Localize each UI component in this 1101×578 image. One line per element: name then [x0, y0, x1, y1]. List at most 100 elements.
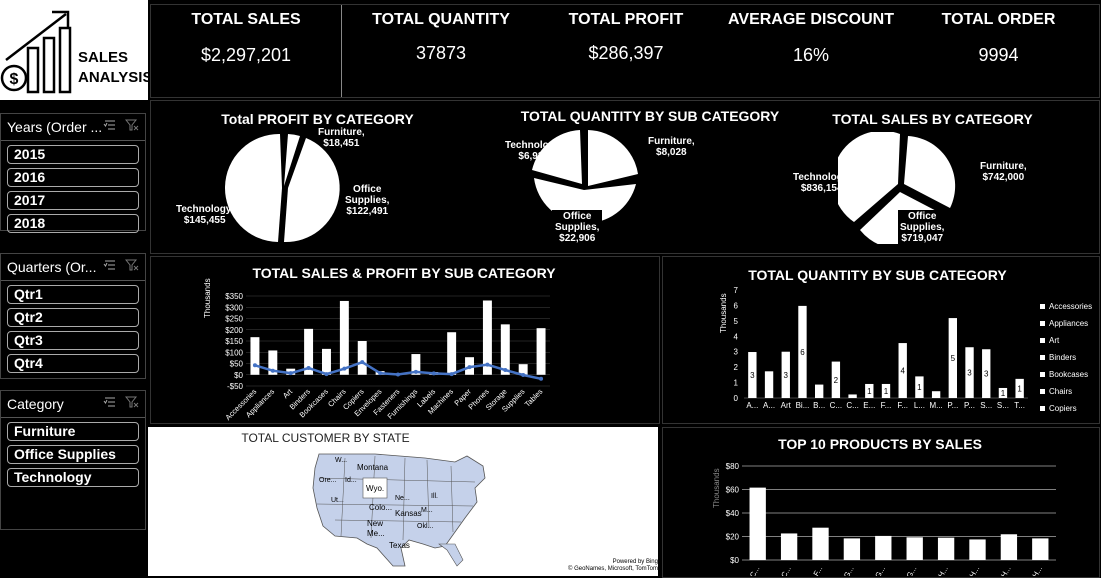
product-bar: [906, 537, 923, 560]
profit-point: [521, 372, 526, 377]
legend-item: Accessories: [1040, 298, 1092, 315]
multi-select-icon[interactable]: [103, 395, 117, 409]
svg-text:Colo...: Colo...: [369, 503, 392, 512]
qty-bar: [881, 383, 891, 398]
y-tick-label: $250: [225, 315, 243, 324]
y-tick-label: 5: [734, 317, 739, 326]
clear-filter-icon[interactable]: [125, 118, 139, 132]
slicer-item-2018[interactable]: 2018: [7, 214, 139, 233]
map-title: TOTAL CUSTOMER BY STATE: [241, 431, 410, 445]
svg-text:Ore...: Ore...: [319, 477, 337, 484]
multi-select-icon[interactable]: [103, 258, 117, 272]
y-tick-label: $200: [225, 326, 243, 335]
legend-item: Appliances: [1040, 315, 1092, 332]
svg-text:M...: M...: [421, 507, 433, 514]
y-tick-label: $300: [225, 303, 243, 312]
product-bar: [749, 487, 766, 560]
y-tick-label: 3: [734, 348, 739, 357]
profit-point: [485, 362, 490, 367]
sales-label-furniture: Furniture, $742,000: [980, 161, 1027, 183]
slicer-item-furniture[interactable]: Furniture: [7, 422, 139, 441]
slicer-category: Category Furniture Office Supplies Techn…: [0, 390, 146, 530]
multi-select-icon[interactable]: [103, 118, 117, 132]
y-tick-label: $350: [225, 292, 243, 301]
svg-text:W...: W...: [335, 457, 347, 464]
sales-profit-title: TOTAL SALES & PROFIT BY SUB CATEGORY: [252, 265, 556, 281]
qty-bar: [898, 343, 907, 398]
top10-title: TOP 10 PRODUCTS BY SALES: [778, 436, 982, 452]
slicer-header: Quarters (Or...: [1, 254, 145, 281]
qty-bar: [748, 352, 757, 398]
kpi-panel: TOTAL SALES $2,297,201 TOTAL QUANTITY 37…: [150, 4, 1100, 98]
legend-item: Chairs: [1040, 383, 1092, 400]
x-tick-label: C...: [846, 401, 858, 410]
x-tick-label: A...: [763, 401, 775, 410]
clear-filter-icon[interactable]: [125, 258, 139, 272]
x-tick-label: H...: [1030, 565, 1044, 577]
slicer-item-2016[interactable]: 2016: [7, 168, 139, 187]
x-tick-label: M...: [929, 401, 942, 410]
us-map[interactable]: W... Montana Ore... Id... Wyo. Ne... Ut.…: [305, 448, 505, 573]
slicer-item-2015[interactable]: 2015: [7, 145, 139, 164]
pie-slice-technology: [224, 133, 282, 242]
y-tick-label: $20: [726, 533, 740, 542]
pie-slice-office-supplies: [284, 138, 340, 243]
x-tick-label: Art: [281, 386, 295, 400]
legend-swatch: [1040, 321, 1045, 326]
profit-point: [503, 368, 508, 373]
legend-swatch: [1040, 372, 1045, 377]
product-bar: [1032, 538, 1049, 560]
profit-point: [396, 372, 400, 377]
profit-point: [539, 376, 544, 381]
svg-text:New: New: [367, 519, 383, 528]
x-tick-label: F...: [881, 401, 892, 410]
slicer-item-technology[interactable]: Technology: [7, 468, 139, 487]
y-tick-label: $50: [230, 360, 244, 369]
x-tick-label: H...: [999, 565, 1013, 577]
x-tick-label: G...: [873, 565, 887, 577]
slicer-item-2017[interactable]: 2017: [7, 191, 139, 210]
sales-bar: [250, 337, 260, 375]
data-label: 1: [1001, 389, 1006, 398]
svg-text:Wyo.: Wyo.: [366, 484, 384, 493]
svg-text:Texas: Texas: [389, 541, 410, 550]
quantity-label-furniture: Furniture, $8,028: [648, 136, 695, 158]
x-tick-label: S...: [997, 401, 1009, 410]
qty-sub-title: TOTAL QUANTITY BY SUB CATEGORY: [748, 267, 1007, 283]
x-tick-label: A...: [746, 401, 758, 410]
map-credits: Powered by Bing © GeoNames, Microsoft, T…: [568, 559, 658, 572]
product-bar: [843, 538, 861, 560]
y-tick-label: 0: [734, 394, 739, 403]
qty-bar: [781, 351, 790, 398]
slicer-item-qtr4[interactable]: Qtr4: [7, 354, 139, 373]
x-tick-label: H...: [968, 565, 982, 577]
profit-point: [342, 366, 347, 371]
data-label: 3: [750, 371, 755, 380]
slicer-item-qtr3[interactable]: Qtr3: [7, 331, 139, 350]
data-label: 1: [1017, 384, 1022, 393]
slicer-item-office-supplies[interactable]: Office Supplies: [7, 445, 139, 464]
sales-bar: [357, 341, 367, 375]
data-label: 1: [867, 387, 872, 396]
x-tick-label: F...: [897, 401, 908, 410]
quantity-pie-title: TOTAL QUANTITY BY SUB CATEGORY: [520, 108, 780, 124]
product-bar: [875, 535, 892, 560]
kpi-total-quantity: TOTAL QUANTITY 37873: [372, 11, 510, 63]
x-tick-label: P...: [947, 401, 958, 410]
data-label: 1: [884, 387, 889, 396]
legend-item: Bookcases: [1040, 366, 1092, 383]
pie-slice-technology: [838, 132, 900, 222]
y-tick-label: $0: [234, 371, 243, 380]
legend-swatch: [1040, 338, 1045, 343]
profit-point: [467, 365, 472, 370]
clear-filter-icon[interactable]: [125, 395, 139, 409]
slicer-item-qtr2[interactable]: Qtr2: [7, 308, 139, 327]
qty-legend: Accessories Appliances Art Binders Bookcases…: [1040, 298, 1092, 417]
x-tick-label: B...: [813, 401, 825, 410]
profit-point: [449, 372, 454, 377]
slicer-years: Years (Order ... 2015 2016 2017 2018: [0, 113, 146, 233]
slicer-quarters: Quarters (Or... Qtr1 Qtr2 Qtr3 Qtr4: [0, 253, 146, 379]
slicer-item-qtr1[interactable]: Qtr1: [7, 285, 139, 304]
product-bar: [1000, 534, 1018, 560]
x-tick-label: C...: [779, 565, 793, 577]
